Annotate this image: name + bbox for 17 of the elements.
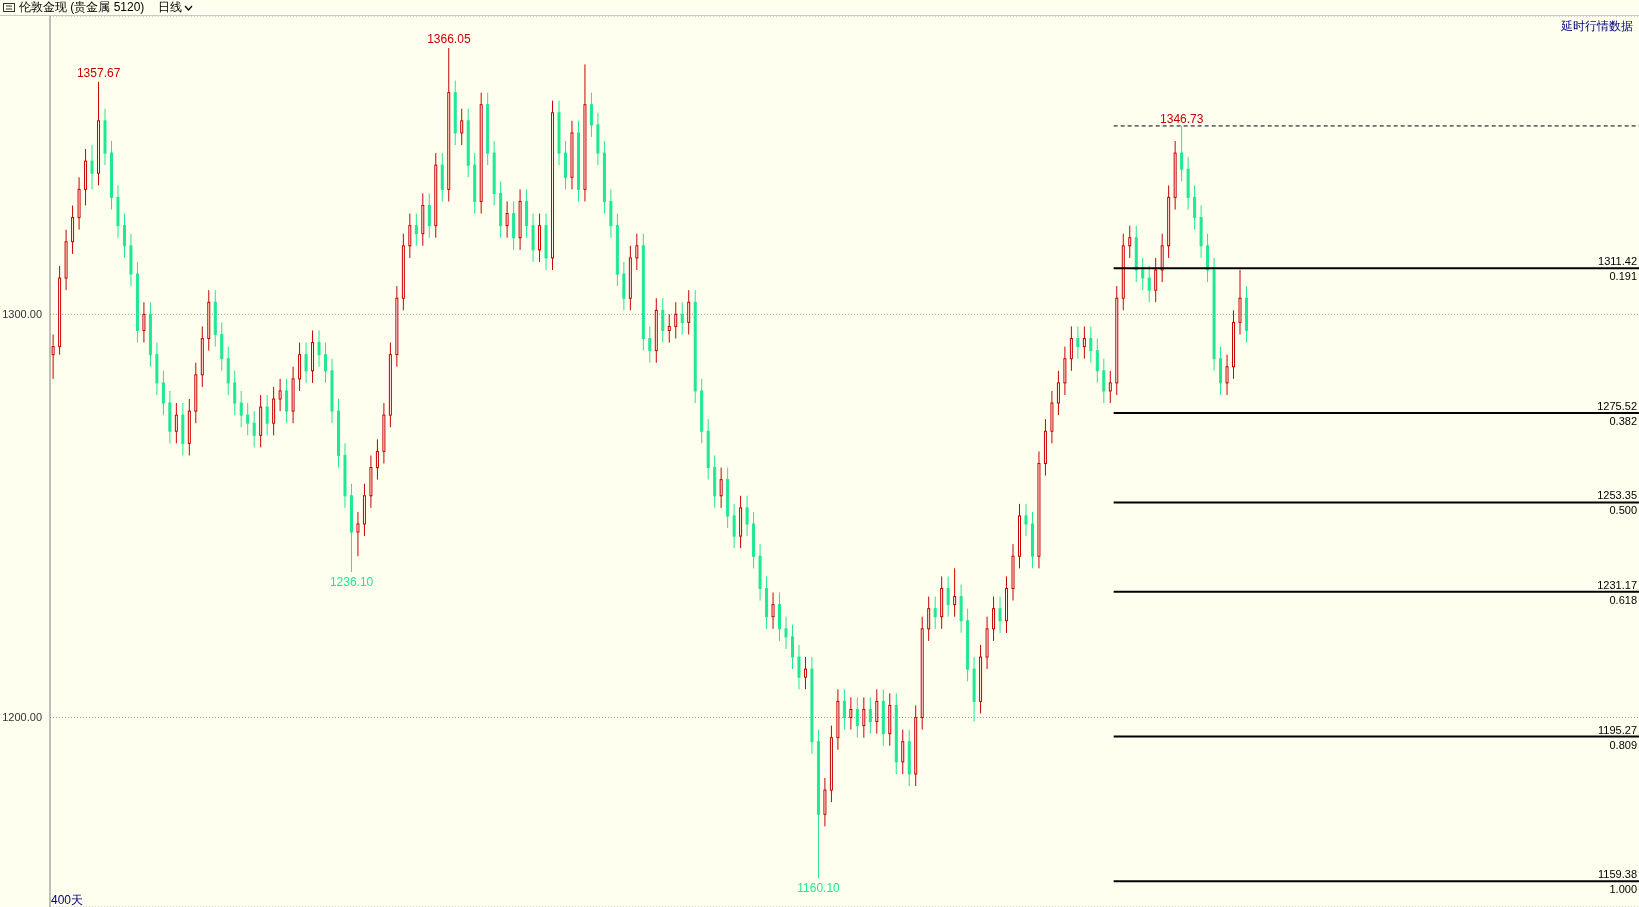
annotation: 1366.05 [427,32,471,47]
annotation: 1160.10 [797,881,841,896]
ref-line-label: 1253.35 0.500 [1597,489,1637,517]
ref-line-label: 1195.27 0.809 [1598,723,1637,751]
annotation: 400天 [51,893,84,907]
ref-line-label: 1275.52 0.382 [1597,400,1637,428]
annotation: 1236.10 [329,574,374,589]
annotation: 1357.67 [76,65,121,80]
ref-line-label: 1346.73 [1160,111,1204,126]
chart-subtitle: 日线 [158,0,183,16]
y-tick-label: 1200.00 [2,711,42,724]
ref-line-label: 1311.42 0.191 [1598,255,1637,283]
annotation: 延时行情数据 [1560,19,1633,33]
ref-line-label: 1159.38 1.000 [1598,868,1637,896]
y-tick-label: 1300.00 [2,308,42,321]
ref-line-label: 1231.17 0.618 [1597,578,1637,606]
chart-title: 伦敦金现 (贵金属 5120) [19,0,145,16]
